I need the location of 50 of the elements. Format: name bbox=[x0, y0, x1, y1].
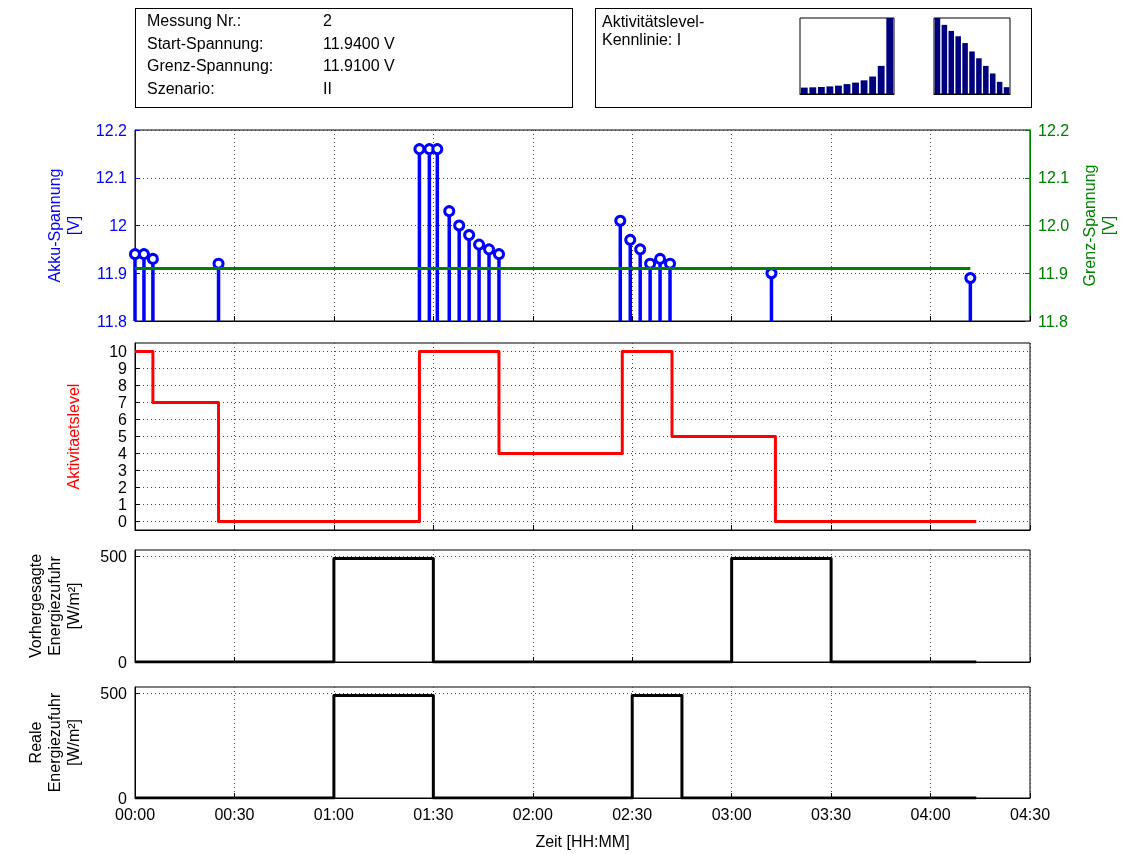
y-axis-title: Akku-Spannung [V] bbox=[46, 168, 82, 283]
y-axis-title: Aktivitaetslevel bbox=[65, 383, 82, 490]
x-tick-label: 03:00 bbox=[711, 805, 752, 823]
y-tick-label: 11.8 bbox=[97, 312, 128, 330]
y2-axis-title: Grenz-Spannung [V] bbox=[1081, 164, 1118, 287]
y2-tick-label: 12.1 bbox=[1038, 169, 1070, 187]
y-tick-label: 10 bbox=[109, 343, 128, 360]
text: Aktivitätslevel-Kennlinie: I bbox=[602, 13, 706, 49]
y-tick-label: 12 bbox=[109, 217, 128, 234]
x-tick-label: 04:30 bbox=[1009, 805, 1051, 823]
y2-tick-label: 12.2 bbox=[1038, 121, 1070, 139]
y2-tick-label: 11.8 bbox=[1038, 312, 1069, 330]
text: Szenario: bbox=[147, 79, 215, 98]
y-tick-label: 0 bbox=[118, 513, 128, 530]
x-tick-label: 01:00 bbox=[313, 805, 355, 823]
y-tick-label: 12.1 bbox=[95, 169, 128, 187]
x-tick-label: 04:00 bbox=[910, 805, 951, 823]
y-tick-label: 11.9 bbox=[97, 264, 128, 282]
y-tick-label: 12.2 bbox=[95, 121, 128, 139]
text: 11.9100 V bbox=[323, 57, 395, 75]
text: Grenz-Spannung: bbox=[147, 57, 274, 75]
y-tick-label: 8 bbox=[118, 377, 128, 394]
y2-tick-label: 12.0 bbox=[1038, 217, 1070, 234]
x-tick-label: 02:00 bbox=[512, 805, 553, 823]
text: Messung Nr.: bbox=[147, 12, 242, 30]
text: Start-Spannung: bbox=[147, 34, 264, 53]
y-axis-title: Vorhergesagte Energiezufuhr [W/m²] bbox=[27, 553, 82, 659]
x-tick-label: 01:30 bbox=[413, 805, 454, 823]
x-tick-label: 03:30 bbox=[811, 805, 852, 823]
y-tick-label: 1 bbox=[118, 496, 128, 513]
text: 2 bbox=[323, 12, 332, 30]
y-tick-label: 6 bbox=[118, 411, 128, 428]
y-tick-label: 500 bbox=[100, 684, 128, 702]
y-tick-label: 7 bbox=[118, 394, 128, 411]
y-tick-label: 0 bbox=[118, 653, 128, 671]
y-tick-label: 9 bbox=[118, 360, 128, 377]
x-tick-label: 02:30 bbox=[612, 805, 653, 823]
y-tick-label: 4 bbox=[118, 445, 128, 462]
x-tick-label: 00:30 bbox=[214, 805, 255, 823]
y-axis-title: Reale Energiezufuhr [W/m²] bbox=[27, 692, 82, 793]
y-tick-label: 0 bbox=[118, 789, 128, 807]
y-tick-label: 500 bbox=[100, 547, 128, 565]
y-tick-label: 5 bbox=[118, 428, 128, 445]
text: 11.9400 V bbox=[323, 34, 395, 53]
text: II bbox=[323, 79, 332, 98]
y-tick-label: 2 bbox=[118, 479, 128, 496]
x-axis-title: Zeit [HH:MM] bbox=[535, 832, 630, 850]
x-tick-label: 00:00 bbox=[114, 805, 156, 823]
y-tick-label: 3 bbox=[118, 462, 128, 479]
y2-tick-label: 11.9 bbox=[1038, 264, 1069, 282]
